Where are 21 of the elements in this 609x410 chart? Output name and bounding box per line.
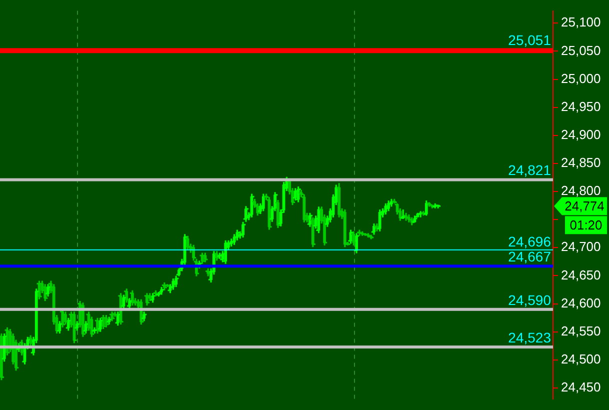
text: 24,774 <box>564 198 604 214</box>
y-tick-label: 24,600 <box>561 295 601 310</box>
y-tick-label: 24,950 <box>561 98 601 114</box>
y-tick-label: 24,850 <box>561 155 601 170</box>
ref-line-label: 24,821 <box>508 162 552 178</box>
y-tick-label: 24,800 <box>561 183 601 198</box>
ref-line-label: 24,590 <box>508 292 552 308</box>
y-tick-label: 25,100 <box>561 14 601 30</box>
y-tick-label: 24,550 <box>561 323 601 338</box>
ref-line-label: 25,051 <box>508 32 552 48</box>
y-tick-label: 25,000 <box>561 70 601 86</box>
ref-line-label: 24,523 <box>508 330 552 346</box>
text: 01:20 <box>570 218 602 233</box>
y-tick-label: 24,900 <box>561 126 601 142</box>
ref-line-label: 24,667 <box>508 248 552 265</box>
y-tick-label: 24,650 <box>561 267 601 282</box>
y-tick-label: 24,450 <box>561 380 601 395</box>
y-tick-label: 24,700 <box>561 239 601 254</box>
ref-line-label: 24,696 <box>508 233 552 250</box>
y-tick-label: 24,500 <box>561 351 601 366</box>
y-tick-label: 25,050 <box>561 42 601 58</box>
